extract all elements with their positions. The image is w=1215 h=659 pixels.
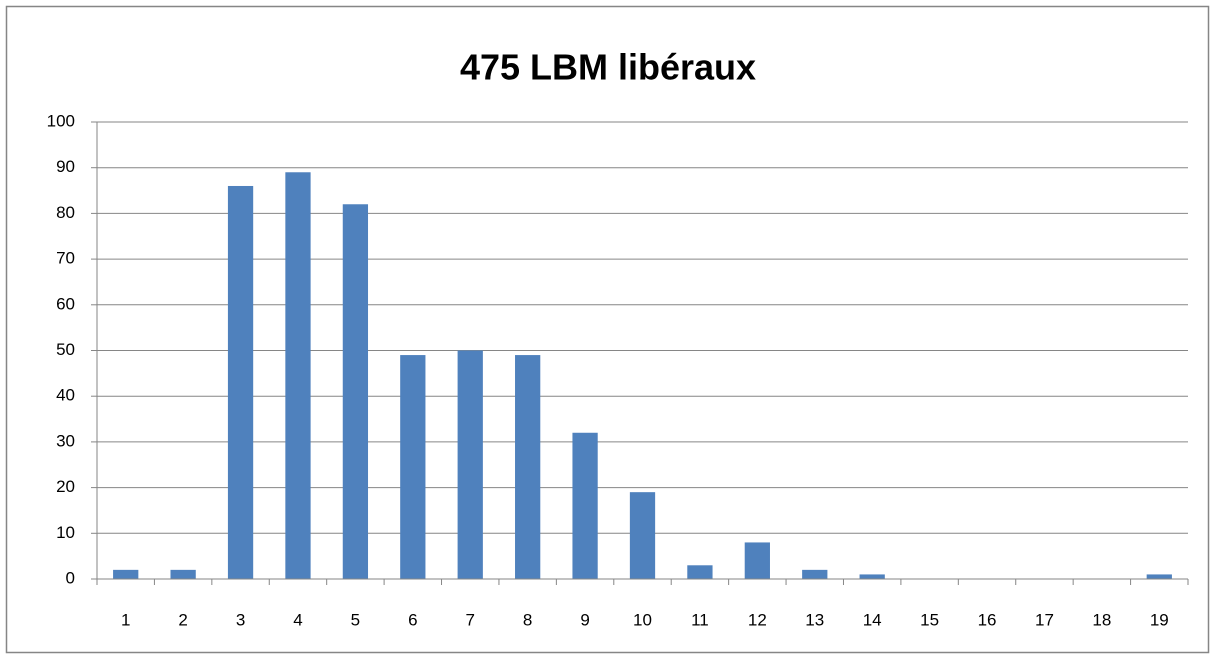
x-tick-label: 11 — [691, 610, 709, 629]
y-tick-label: 50 — [56, 340, 75, 359]
y-tick-label: 100 — [47, 111, 75, 130]
x-tick-label: 18 — [1092, 610, 1111, 629]
bar — [572, 432, 598, 579]
bar — [227, 185, 254, 580]
x-tick-label: 1 — [121, 610, 130, 629]
x-tick-label: 9 — [580, 610, 589, 629]
bar — [859, 574, 885, 579]
y-tick-label: 60 — [56, 294, 75, 313]
bar — [285, 172, 311, 579]
y-tick-label: 40 — [56, 386, 75, 405]
y-tick-label: 10 — [56, 523, 75, 542]
chart-title: 475 LBM libéraux — [460, 47, 756, 88]
y-tick-label: 20 — [56, 477, 75, 496]
x-tick-label: 19 — [1150, 610, 1169, 629]
y-tick-label: 80 — [56, 203, 75, 222]
bar — [400, 355, 426, 579]
x-tick-label: 12 — [748, 610, 767, 629]
bar — [170, 569, 196, 579]
x-tick-label: 3 — [236, 610, 245, 629]
bar — [1146, 574, 1172, 579]
bar — [457, 350, 483, 579]
bar — [744, 542, 770, 579]
x-tick-label: 4 — [293, 610, 302, 629]
x-tick-label: 6 — [408, 610, 417, 629]
bar — [629, 492, 656, 579]
x-tick-label: 2 — [178, 610, 187, 629]
x-tick-label: 8 — [523, 610, 532, 629]
x-tick-label: 10 — [633, 610, 652, 629]
chart-border — [5, 5, 1210, 654]
bar — [802, 569, 828, 579]
bar — [342, 204, 369, 579]
x-tick-label: 16 — [978, 610, 997, 629]
y-tick-label: 0 — [66, 568, 75, 587]
x-tick-label: 7 — [466, 610, 475, 629]
bar — [113, 569, 139, 579]
x-tick-label: 14 — [863, 610, 882, 629]
x-tick-label: 15 — [920, 610, 939, 629]
x-tick-label: 5 — [351, 610, 360, 629]
bar — [687, 565, 713, 579]
x-tick-label: 17 — [1035, 610, 1054, 629]
y-tick-label: 90 — [56, 157, 75, 176]
y-tick-label: 70 — [56, 249, 75, 268]
bar — [515, 355, 541, 579]
y-tick-label: 30 — [56, 431, 75, 450]
x-tick-label: 13 — [805, 610, 824, 629]
